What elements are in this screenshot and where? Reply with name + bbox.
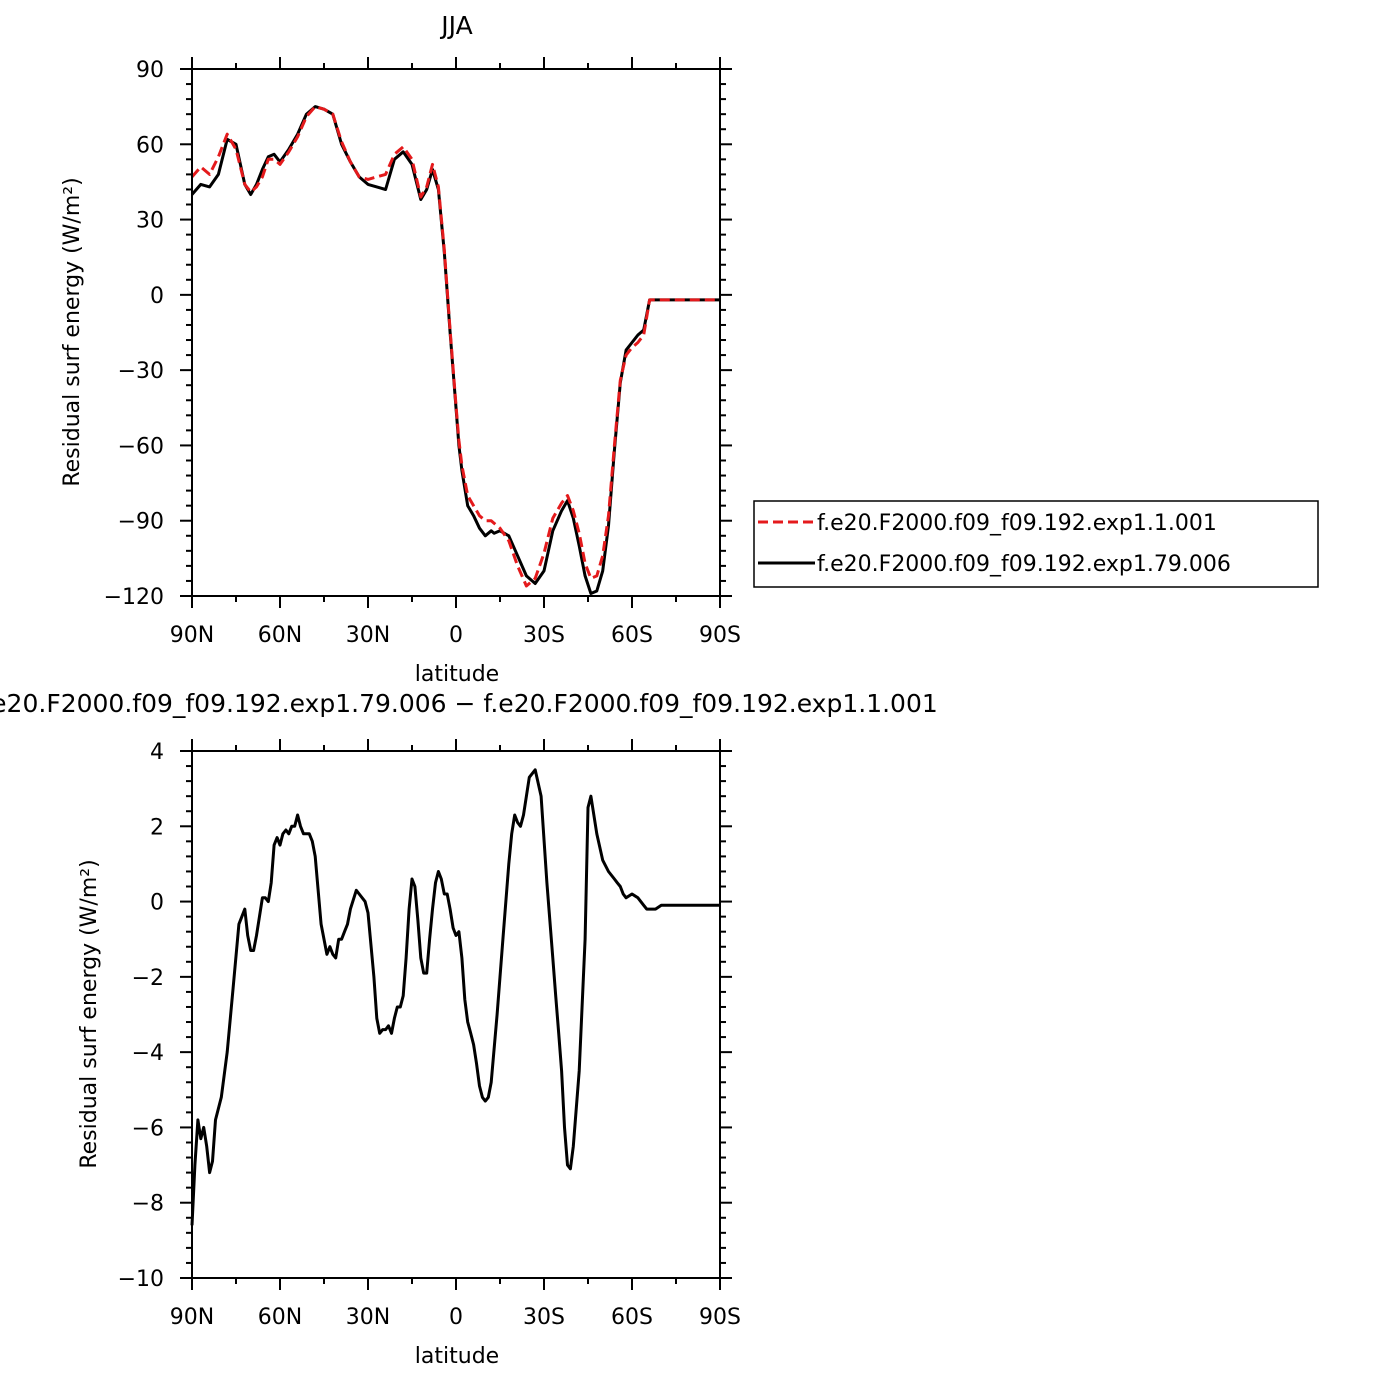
panel-bottom-xtick-label: 30S [523, 1305, 565, 1330]
panel-bottom-ylabel: Residual surf energy (W/m²) [77, 859, 102, 1168]
panel-bottom: f.e20.F2000.f09_f09.192.exp1.79.006 − f.… [0, 689, 938, 1369]
panel-top-ytick-label: 90 [136, 58, 164, 83]
panel-top-xlabel: latitude [415, 662, 499, 687]
panel-bottom-ytick-label: −2 [132, 966, 164, 991]
legend-label-series-1: f.e20.F2000.f09_f09.192.exp1.1.001 [817, 511, 1217, 536]
panel-top-ytick-label: −30 [118, 359, 164, 384]
panel-bottom-title: f.e20.F2000.f09_f09.192.exp1.79.006 − f.… [0, 689, 938, 718]
panel-bottom-xtick-label: 60N [258, 1305, 302, 1330]
panel-bottom-xlabel: latitude [415, 1344, 499, 1369]
legend-label-series-2: f.e20.F2000.f09_f09.192.exp1.79.006 [817, 552, 1231, 577]
panel-top-xtick-label: 0 [449, 623, 463, 648]
panel-top-xtick-label: 30S [523, 623, 565, 648]
panel-bottom-xtick-label: 90N [170, 1305, 214, 1330]
panel-bottom-xtick-label: 90S [699, 1305, 741, 1330]
panel-top-ytick-label: 60 [136, 133, 164, 158]
panel-top-title: JJA [439, 11, 472, 40]
panel-top-ytick-label: 30 [136, 209, 164, 234]
panel-top-frame [191, 68, 721, 597]
panel-top-series-line-dashed [190, 105, 720, 588]
panel-bottom-ytick-label: 4 [150, 740, 164, 765]
panel-bottom-xtick-label: 60S [611, 1305, 653, 1330]
legend-box [753, 500, 1319, 588]
panel-bottom-ytick-label: −10 [118, 1267, 164, 1292]
panel-top-xtick-label: 60S [611, 623, 653, 648]
panel-top-xtick-label: 60N [258, 623, 302, 648]
panel-top-ylabel: Residual surf energy (W/m²) [60, 177, 85, 486]
panel-bottom-xtick-label: 0 [449, 1305, 463, 1330]
panel-top-series-line-solid [190, 105, 720, 595]
panel-bottom-ytick-label: −8 [132, 1192, 164, 1217]
panel-top-xtick-label: 90N [170, 623, 214, 648]
panel-bottom-series-line-solid [190, 768, 720, 1226]
panel-bottom-ytick-label: 0 [150, 891, 164, 916]
panel-top-series-group [190, 105, 720, 595]
panel-top-ytick-label: 0 [150, 284, 164, 309]
panel-bottom-ytick-label: −4 [132, 1041, 164, 1066]
panel-bottom-ytick-label: 2 [150, 815, 164, 840]
panel-bottom-xtick-label: 30N [346, 1305, 390, 1330]
panel-top-ytick-label: −60 [118, 434, 164, 459]
panel-top-ytick-label: −90 [118, 510, 164, 535]
panel-top-xtick-label: 30N [346, 623, 390, 648]
legend: f.e20.F2000.f09_f09.192.exp1.1.001 f.e20… [753, 500, 1319, 588]
panel-bottom-series-group [190, 768, 720, 1226]
panel-top-ytick-label: −120 [104, 585, 164, 610]
panel-top-xtick-label: 90S [699, 623, 741, 648]
panel-bottom-ytick-label: −6 [132, 1116, 164, 1141]
panel-bottom-frame [191, 750, 721, 1279]
